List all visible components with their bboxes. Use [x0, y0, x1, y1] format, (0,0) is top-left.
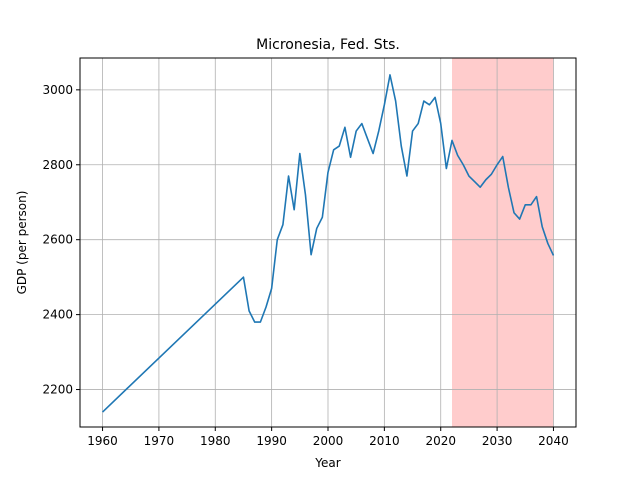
x-tick-label: 2020 — [425, 434, 456, 448]
y-tick-label: 2400 — [42, 308, 73, 322]
y-tick-label: 2600 — [42, 233, 73, 247]
chart-title: Micronesia, Fed. Sts. — [256, 37, 400, 53]
x-tick-label: 1980 — [200, 434, 231, 448]
x-tick-label: 2000 — [313, 434, 344, 448]
y-tick-label: 2200 — [42, 383, 73, 397]
y-tick-label: 2800 — [42, 158, 73, 172]
y-axis-label: GDP (per person) — [15, 191, 29, 295]
x-tick-label: 1990 — [256, 434, 287, 448]
x-tick-label: 2010 — [369, 434, 400, 448]
x-tick-label: 2030 — [482, 434, 513, 448]
x-tick-label: 1970 — [144, 434, 175, 448]
shaded-region-layer — [452, 58, 553, 427]
x-axis-label: Year — [314, 456, 340, 470]
y-tick-label: 3000 — [42, 83, 73, 97]
x-tick-label: 2040 — [538, 434, 569, 448]
forecast-shaded-region — [452, 58, 553, 427]
x-tick-label: 1960 — [87, 434, 118, 448]
